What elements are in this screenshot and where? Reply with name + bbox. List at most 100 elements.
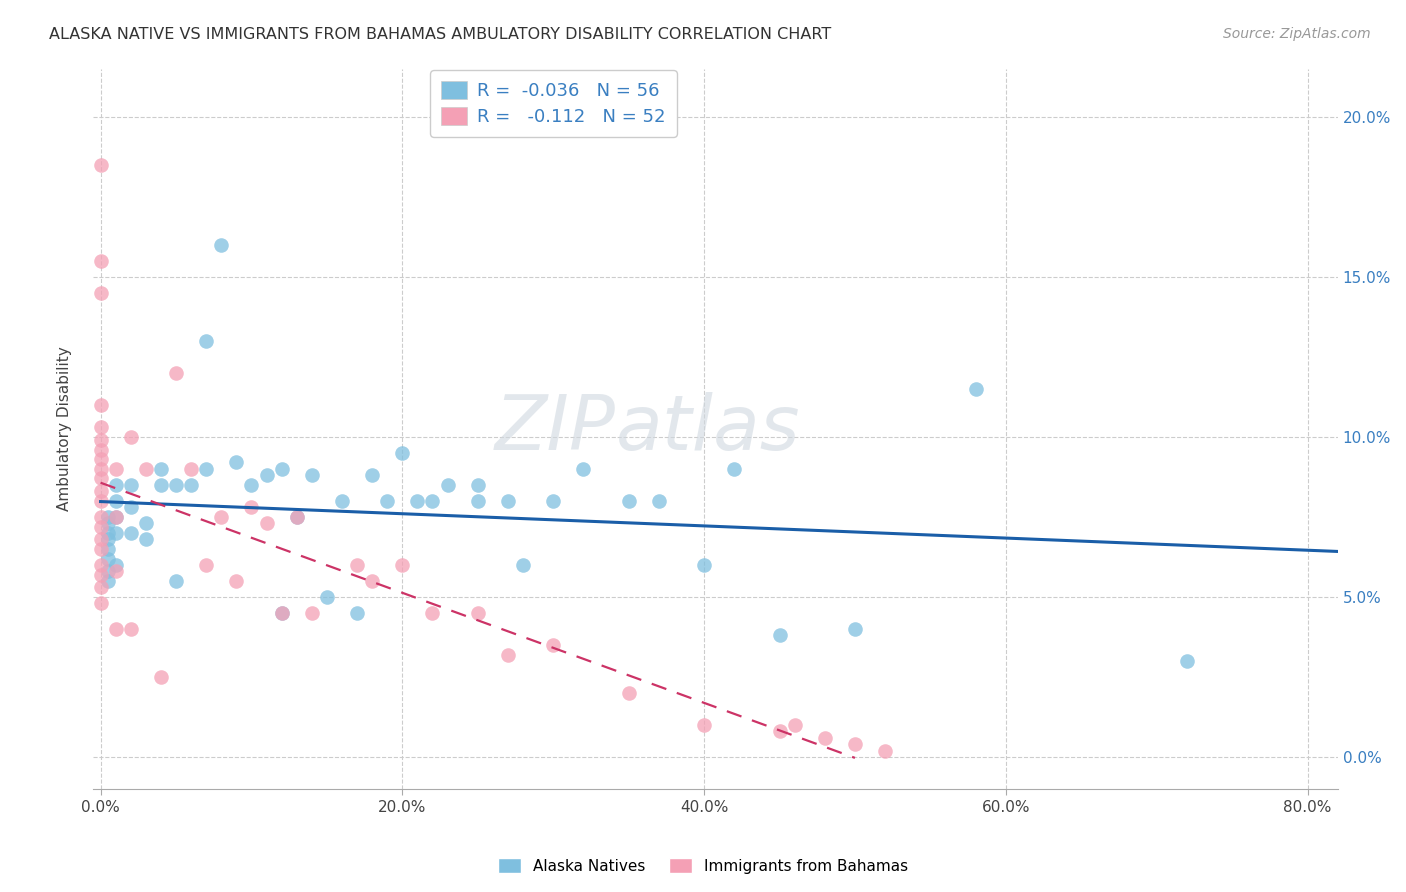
Point [90, 580, 112, 594]
Point [346, 606, 368, 620]
Point [97, 509, 120, 524]
Point [391, 558, 413, 572]
Point [240, 500, 263, 515]
Legend: Alaska Natives, Immigrants from Bahamas: Alaska Natives, Immigrants from Bahamas [492, 852, 914, 880]
Point [814, 731, 837, 745]
Point [97, 533, 120, 547]
Text: Source: ZipAtlas.com: Source: ZipAtlas.com [1223, 27, 1371, 41]
Point [165, 574, 187, 588]
Point [361, 468, 384, 483]
Point [149, 670, 172, 684]
Point [391, 446, 413, 460]
Point [346, 558, 368, 572]
Point [467, 494, 489, 508]
Point [120, 430, 142, 444]
Point [149, 462, 172, 476]
Point [225, 455, 247, 469]
Point [467, 606, 489, 620]
Point [301, 468, 323, 483]
Point [90, 541, 112, 556]
Point [90, 253, 112, 268]
Point [104, 525, 127, 540]
Legend: R =  -0.036   N = 56, R =   -0.112   N = 52: R = -0.036 N = 56, R = -0.112 N = 52 [430, 70, 676, 136]
Point [693, 558, 716, 572]
Point [180, 478, 202, 492]
Y-axis label: Ambulatory Disability: Ambulatory Disability [58, 346, 72, 511]
Point [90, 471, 112, 485]
Point [572, 462, 595, 476]
Point [693, 718, 716, 732]
Point [225, 574, 247, 588]
Point [422, 606, 444, 620]
Point [97, 565, 120, 579]
Point [97, 516, 120, 531]
Point [496, 494, 519, 508]
Point [104, 565, 127, 579]
Point [90, 398, 112, 412]
Point [135, 516, 157, 531]
Point [90, 462, 112, 476]
Point [90, 567, 112, 582]
Point [120, 500, 142, 515]
Point [90, 558, 112, 572]
Point [467, 478, 489, 492]
Point [104, 509, 127, 524]
Point [256, 468, 278, 483]
Point [422, 494, 444, 508]
Point [541, 494, 564, 508]
Point [496, 648, 519, 662]
Point [195, 334, 218, 348]
Point [541, 638, 564, 652]
Point [90, 433, 112, 447]
Point [90, 533, 112, 547]
Point [135, 533, 157, 547]
Point [149, 478, 172, 492]
Point [180, 462, 202, 476]
Point [104, 622, 127, 636]
Point [120, 622, 142, 636]
Point [195, 462, 218, 476]
Text: ZIP: ZIP [495, 392, 616, 466]
Point [97, 525, 120, 540]
Point [90, 285, 112, 300]
Point [90, 484, 112, 499]
Point [436, 478, 458, 492]
Point [97, 574, 120, 588]
Point [270, 606, 292, 620]
Point [648, 494, 671, 508]
Point [768, 724, 790, 739]
Point [844, 737, 866, 751]
Point [301, 606, 323, 620]
Point [104, 478, 127, 492]
Point [90, 452, 112, 467]
Point [90, 509, 112, 524]
Point [135, 462, 157, 476]
Point [97, 551, 120, 566]
Point [965, 382, 987, 396]
Point [209, 509, 232, 524]
Point [104, 558, 127, 572]
Point [875, 744, 897, 758]
Point [104, 494, 127, 508]
Point [120, 525, 142, 540]
Text: atlas: atlas [616, 392, 800, 466]
Point [783, 718, 806, 732]
Point [512, 558, 534, 572]
Point [195, 558, 218, 572]
Text: ALASKA NATIVE VS IMMIGRANTS FROM BAHAMAS AMBULATORY DISABILITY CORRELATION CHART: ALASKA NATIVE VS IMMIGRANTS FROM BAHAMAS… [49, 27, 831, 42]
Point [844, 622, 866, 636]
Point [617, 686, 640, 700]
Point [270, 606, 292, 620]
Point [165, 478, 187, 492]
Point [1175, 654, 1198, 668]
Point [97, 541, 120, 556]
Point [90, 158, 112, 172]
Point [240, 478, 263, 492]
Point [209, 237, 232, 252]
Point [90, 420, 112, 434]
Point [723, 462, 745, 476]
Point [90, 519, 112, 533]
Point [270, 462, 292, 476]
Point [617, 494, 640, 508]
Point [104, 462, 127, 476]
